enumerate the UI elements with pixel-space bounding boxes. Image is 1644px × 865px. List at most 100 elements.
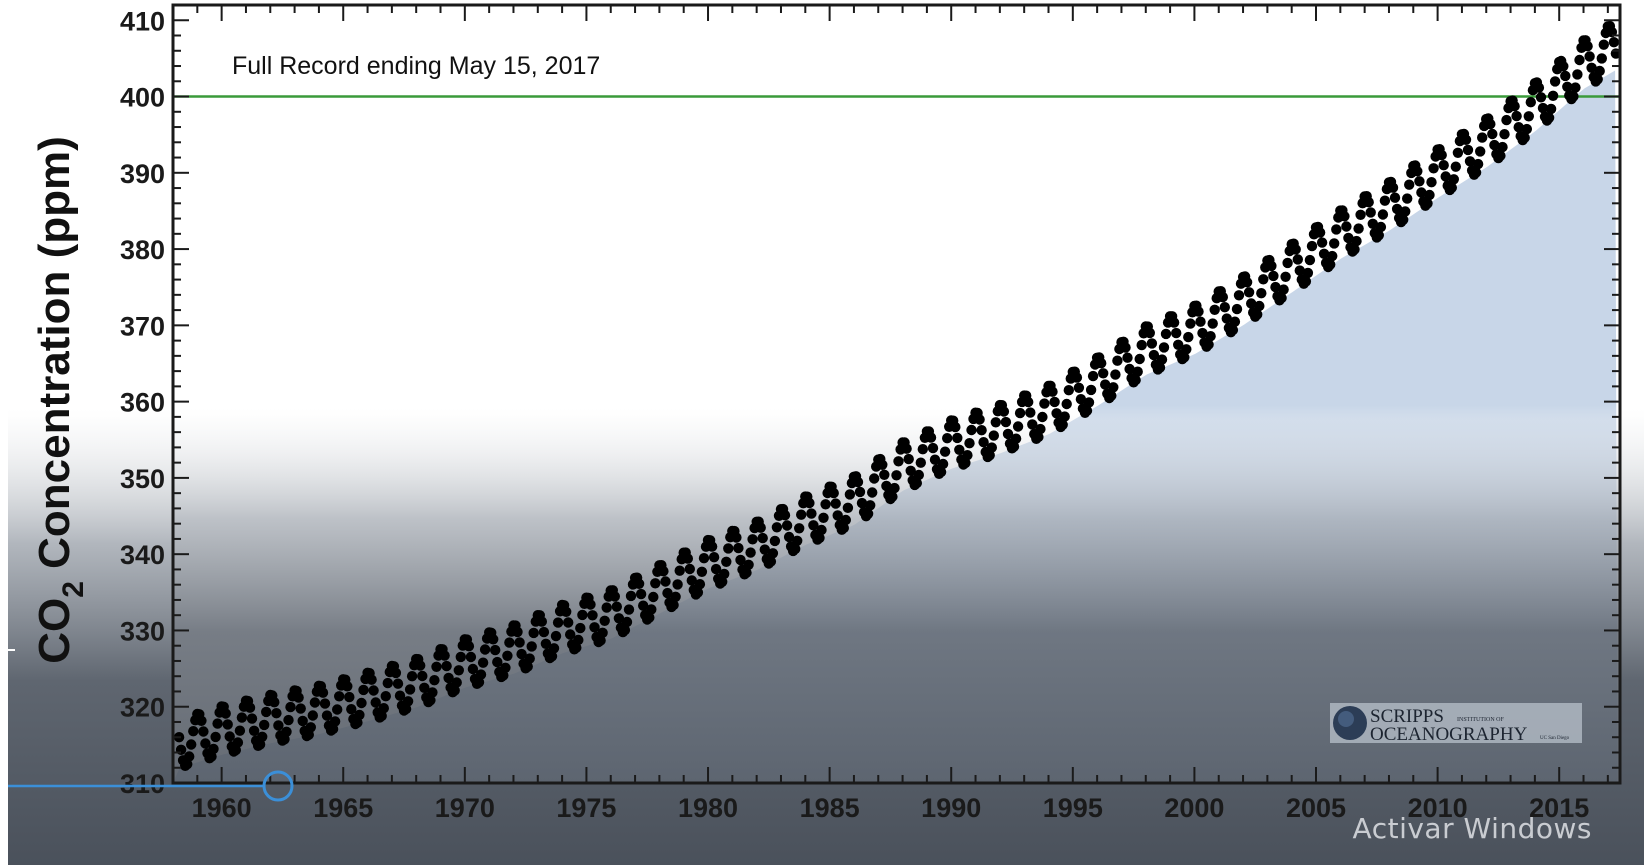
- data-point: [1025, 407, 1036, 418]
- data-point: [402, 696, 414, 707]
- data-point: [633, 578, 645, 589]
- data-point: [794, 523, 805, 534]
- data-point: [514, 637, 525, 648]
- data-point: [1154, 362, 1166, 373]
- data-point: [307, 710, 318, 721]
- data-point: [1173, 339, 1184, 350]
- data-point: [1051, 408, 1062, 419]
- data-point: [552, 617, 564, 628]
- data-point: [1280, 271, 1291, 282]
- data-point: [1100, 379, 1111, 390]
- data-point: [1460, 134, 1472, 145]
- data-point: [1110, 369, 1121, 380]
- data-point: [248, 725, 260, 736]
- data-point: [1489, 139, 1500, 151]
- data-point: [925, 432, 937, 443]
- data-point: [1294, 265, 1306, 276]
- data-point: [522, 661, 533, 672]
- data-point: [820, 499, 831, 510]
- data-point: [692, 587, 704, 598]
- data-point: [587, 610, 598, 621]
- data-point: [1389, 192, 1401, 203]
- data-point: [1241, 277, 1253, 288]
- data-point: [889, 482, 900, 494]
- data-point: [429, 675, 440, 686]
- data-point: [1081, 405, 1093, 416]
- data-point: [1562, 81, 1573, 93]
- data-point: [1558, 61, 1569, 72]
- scripps-logo: SCRIPPS INSTITUTION OF OCEANOGRAPHY UC S…: [1330, 703, 1582, 745]
- data-point: [1584, 51, 1595, 62]
- data-point: [1365, 207, 1376, 218]
- data-point: [816, 524, 827, 536]
- data-point: [1509, 101, 1520, 112]
- data-point: [1039, 398, 1050, 409]
- data-point: [1276, 292, 1287, 304]
- data-point: [1217, 291, 1229, 303]
- data-point: [1373, 230, 1385, 241]
- y-tick-label: 370: [120, 311, 165, 341]
- data-point: [1464, 156, 1476, 167]
- data-point: [852, 476, 864, 488]
- data-point: [856, 497, 868, 509]
- data-point: [332, 704, 343, 715]
- data-point: [1367, 218, 1379, 229]
- data-point: [1047, 386, 1058, 397]
- data-point: [1304, 254, 1316, 266]
- data-point: [917, 444, 928, 455]
- data-point: [1596, 53, 1608, 64]
- data-point: [804, 497, 815, 509]
- data-point: [1258, 274, 1269, 285]
- data-point: [721, 556, 732, 567]
- data-point: [1391, 203, 1403, 215]
- data-point: [236, 712, 248, 723]
- data-point: [224, 731, 235, 742]
- data-point: [869, 473, 880, 484]
- data-point: [635, 588, 647, 600]
- data-point: [1355, 209, 1366, 220]
- data-point: [516, 648, 527, 660]
- data-point: [443, 672, 454, 684]
- data-point: [1120, 342, 1131, 353]
- data-point: [674, 565, 685, 576]
- data-point: [1314, 227, 1326, 238]
- data-point: [1349, 244, 1360, 255]
- data-point: [319, 698, 331, 709]
- data-point: [672, 579, 683, 590]
- data-point: [261, 706, 272, 718]
- data-point: [196, 715, 207, 726]
- data-point: [911, 477, 922, 489]
- data-point: [184, 751, 195, 762]
- data-point: [425, 695, 436, 706]
- data-point: [358, 684, 369, 696]
- data-point: [1543, 112, 1555, 124]
- data-point: [646, 604, 657, 615]
- data-point: [1375, 221, 1387, 233]
- data-point: [1598, 39, 1610, 50]
- data-point: [1568, 91, 1579, 102]
- video-scrubber-handle[interactable]: [262, 770, 294, 802]
- data-point: [232, 737, 244, 748]
- data-point: [1002, 428, 1014, 440]
- data-point: [550, 630, 562, 642]
- data-point: [1136, 339, 1147, 351]
- data-point: [1379, 195, 1391, 206]
- data-point: [259, 719, 270, 731]
- data-point: [619, 624, 631, 636]
- x-tick-label: 1965: [313, 793, 373, 823]
- data-point: [1037, 411, 1048, 423]
- data-point: [755, 522, 766, 533]
- data-point: [1574, 54, 1585, 66]
- data-point: [796, 509, 807, 520]
- data-point: [1243, 287, 1255, 298]
- data-point: [321, 710, 333, 721]
- y-tick-label: 340: [120, 540, 165, 570]
- x-tick-label: 2005: [1286, 793, 1346, 823]
- data-point: [380, 691, 391, 702]
- data-point: [1353, 223, 1364, 234]
- x-tick-label: 1980: [678, 793, 738, 823]
- data-point: [1292, 254, 1304, 265]
- data-point: [1485, 118, 1496, 130]
- data-point: [271, 708, 282, 719]
- data-point: [200, 738, 211, 749]
